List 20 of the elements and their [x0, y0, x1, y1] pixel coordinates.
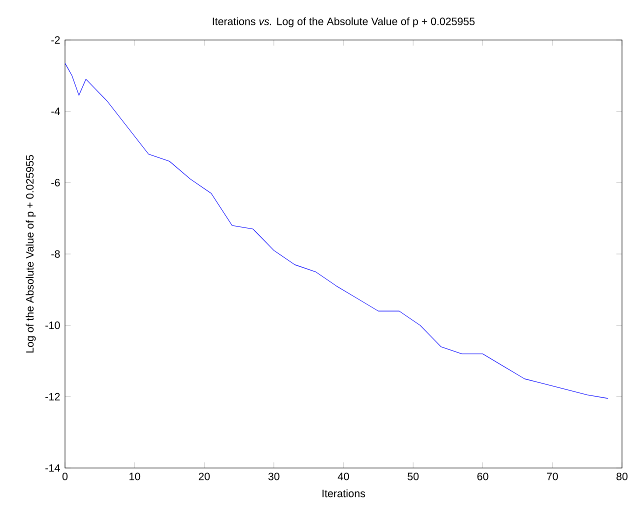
y-tick-label: -10 — [45, 322, 60, 330]
chart-title: Iterations vs. Log of the Absolute Value of p + 0.025955 — [212, 17, 475, 28]
x-tick-label: 70 — [546, 472, 558, 480]
x-tick-label: 30 — [268, 472, 280, 480]
y-axis-title: Log of the Absolute Value of p + 0.025955 — [26, 155, 36, 352]
y-tick-label: -2 — [51, 36, 60, 44]
y-tick-label: -6 — [51, 178, 60, 186]
y-tick-label: -4 — [51, 108, 60, 115]
x-tick-label: 80 — [616, 472, 628, 480]
y-tick-label: -14 — [45, 464, 60, 472]
line-series — [65, 62, 608, 399]
x-tick-label: 20 — [198, 472, 210, 480]
x-tick-label: 50 — [408, 472, 419, 480]
x-tick-label: 10 — [130, 472, 140, 480]
x-axis-title: Iterations — [322, 489, 366, 498]
x-tick-label: 0 — [62, 472, 68, 480]
x-tick-label: 60 — [477, 472, 488, 480]
y-tick-label: -8 — [51, 250, 60, 258]
x-tick-label: 40 — [338, 472, 350, 480]
y-tick-label: -12 — [45, 392, 60, 400]
